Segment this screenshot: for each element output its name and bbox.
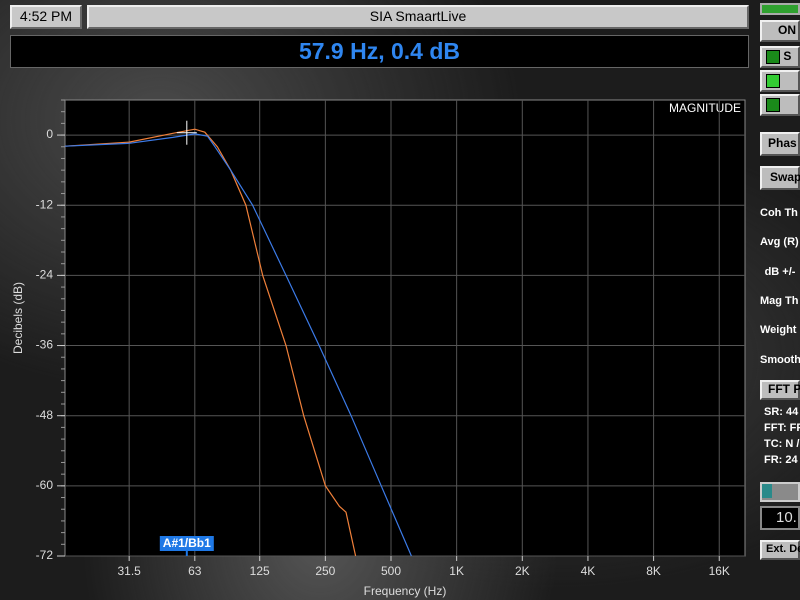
check-row[interactable]: S — [760, 46, 800, 68]
slider-thumb[interactable] — [762, 484, 772, 498]
x-axis-label: Frequency (Hz) — [364, 584, 447, 598]
info-line: FFT: FF — [764, 422, 800, 434]
series-line — [64, 128, 357, 557]
x-tick-label: 500 — [381, 564, 401, 578]
y-axis-label: Decibels (dB) — [11, 282, 25, 354]
cursor-note: A#1/Bb1 — [163, 536, 211, 550]
readout: 57.9 Hz, 0.4 dB — [10, 35, 749, 68]
info-line: FR: 24 — [764, 454, 798, 466]
x-tick-label: 1K — [449, 564, 464, 578]
info-line: TC: N / — [764, 438, 800, 450]
ext-button[interactable]: Ext. De — [760, 540, 800, 560]
setting-label: dB +/- — [764, 265, 796, 278]
slider[interactable] — [760, 482, 800, 502]
status-indicator — [760, 3, 800, 15]
setting-label: Mag Th — [760, 294, 799, 307]
x-tick-label: 31.5 — [117, 564, 141, 578]
y-tick-label: -36 — [36, 338, 54, 352]
swap-button[interactable]: Swap — [760, 166, 800, 190]
phase-button[interactable]: Phas — [760, 132, 800, 156]
on-button[interactable]: ON — [760, 20, 800, 42]
chart-label: MAGNITUDE — [669, 101, 741, 115]
y-tick-label: -72 — [36, 548, 54, 562]
app-title: SIA SmaartLive — [87, 5, 749, 29]
x-tick-label: 8K — [646, 564, 661, 578]
y-tick-label: -24 — [36, 268, 54, 282]
x-tick-label: 63 — [188, 564, 202, 578]
info-line: SR: 44 — [764, 406, 799, 418]
plot-area — [64, 99, 746, 557]
setting-label: Avg (R) — [760, 236, 799, 249]
setting-label: Weight — [760, 324, 797, 337]
check-row[interactable] — [760, 70, 800, 92]
chart: MAGNITUDE Frequency (Hz) Decibels (dB) 0… — [11, 99, 746, 598]
setting-label: Smooth — [760, 353, 800, 366]
checkbox[interactable] — [766, 97, 780, 112]
cursor-tag — [159, 536, 214, 551]
checkbox[interactable] — [766, 49, 780, 64]
y-tick-label: -48 — [36, 408, 54, 422]
x-tick-label: 16K — [709, 564, 730, 578]
x-tick-label: 4K — [581, 564, 596, 578]
x-tick-label: 250 — [315, 564, 335, 578]
value-field[interactable]: 10. — [760, 506, 800, 530]
fft-button[interactable]: FFT P — [760, 380, 800, 400]
x-tick-label: 2K — [515, 564, 530, 578]
series-line — [64, 133, 412, 557]
check-row[interactable] — [760, 94, 800, 116]
y-tick-label: -60 — [36, 478, 54, 492]
y-tick-label: 0 — [46, 127, 53, 141]
setting-label: Coh Th — [760, 207, 798, 219]
y-tick-label: -12 — [36, 197, 54, 211]
clock: 4:52 PM — [10, 5, 82, 29]
checkbox[interactable] — [766, 73, 780, 88]
x-tick-label: 125 — [250, 564, 270, 578]
check-label: S — [783, 49, 792, 63]
